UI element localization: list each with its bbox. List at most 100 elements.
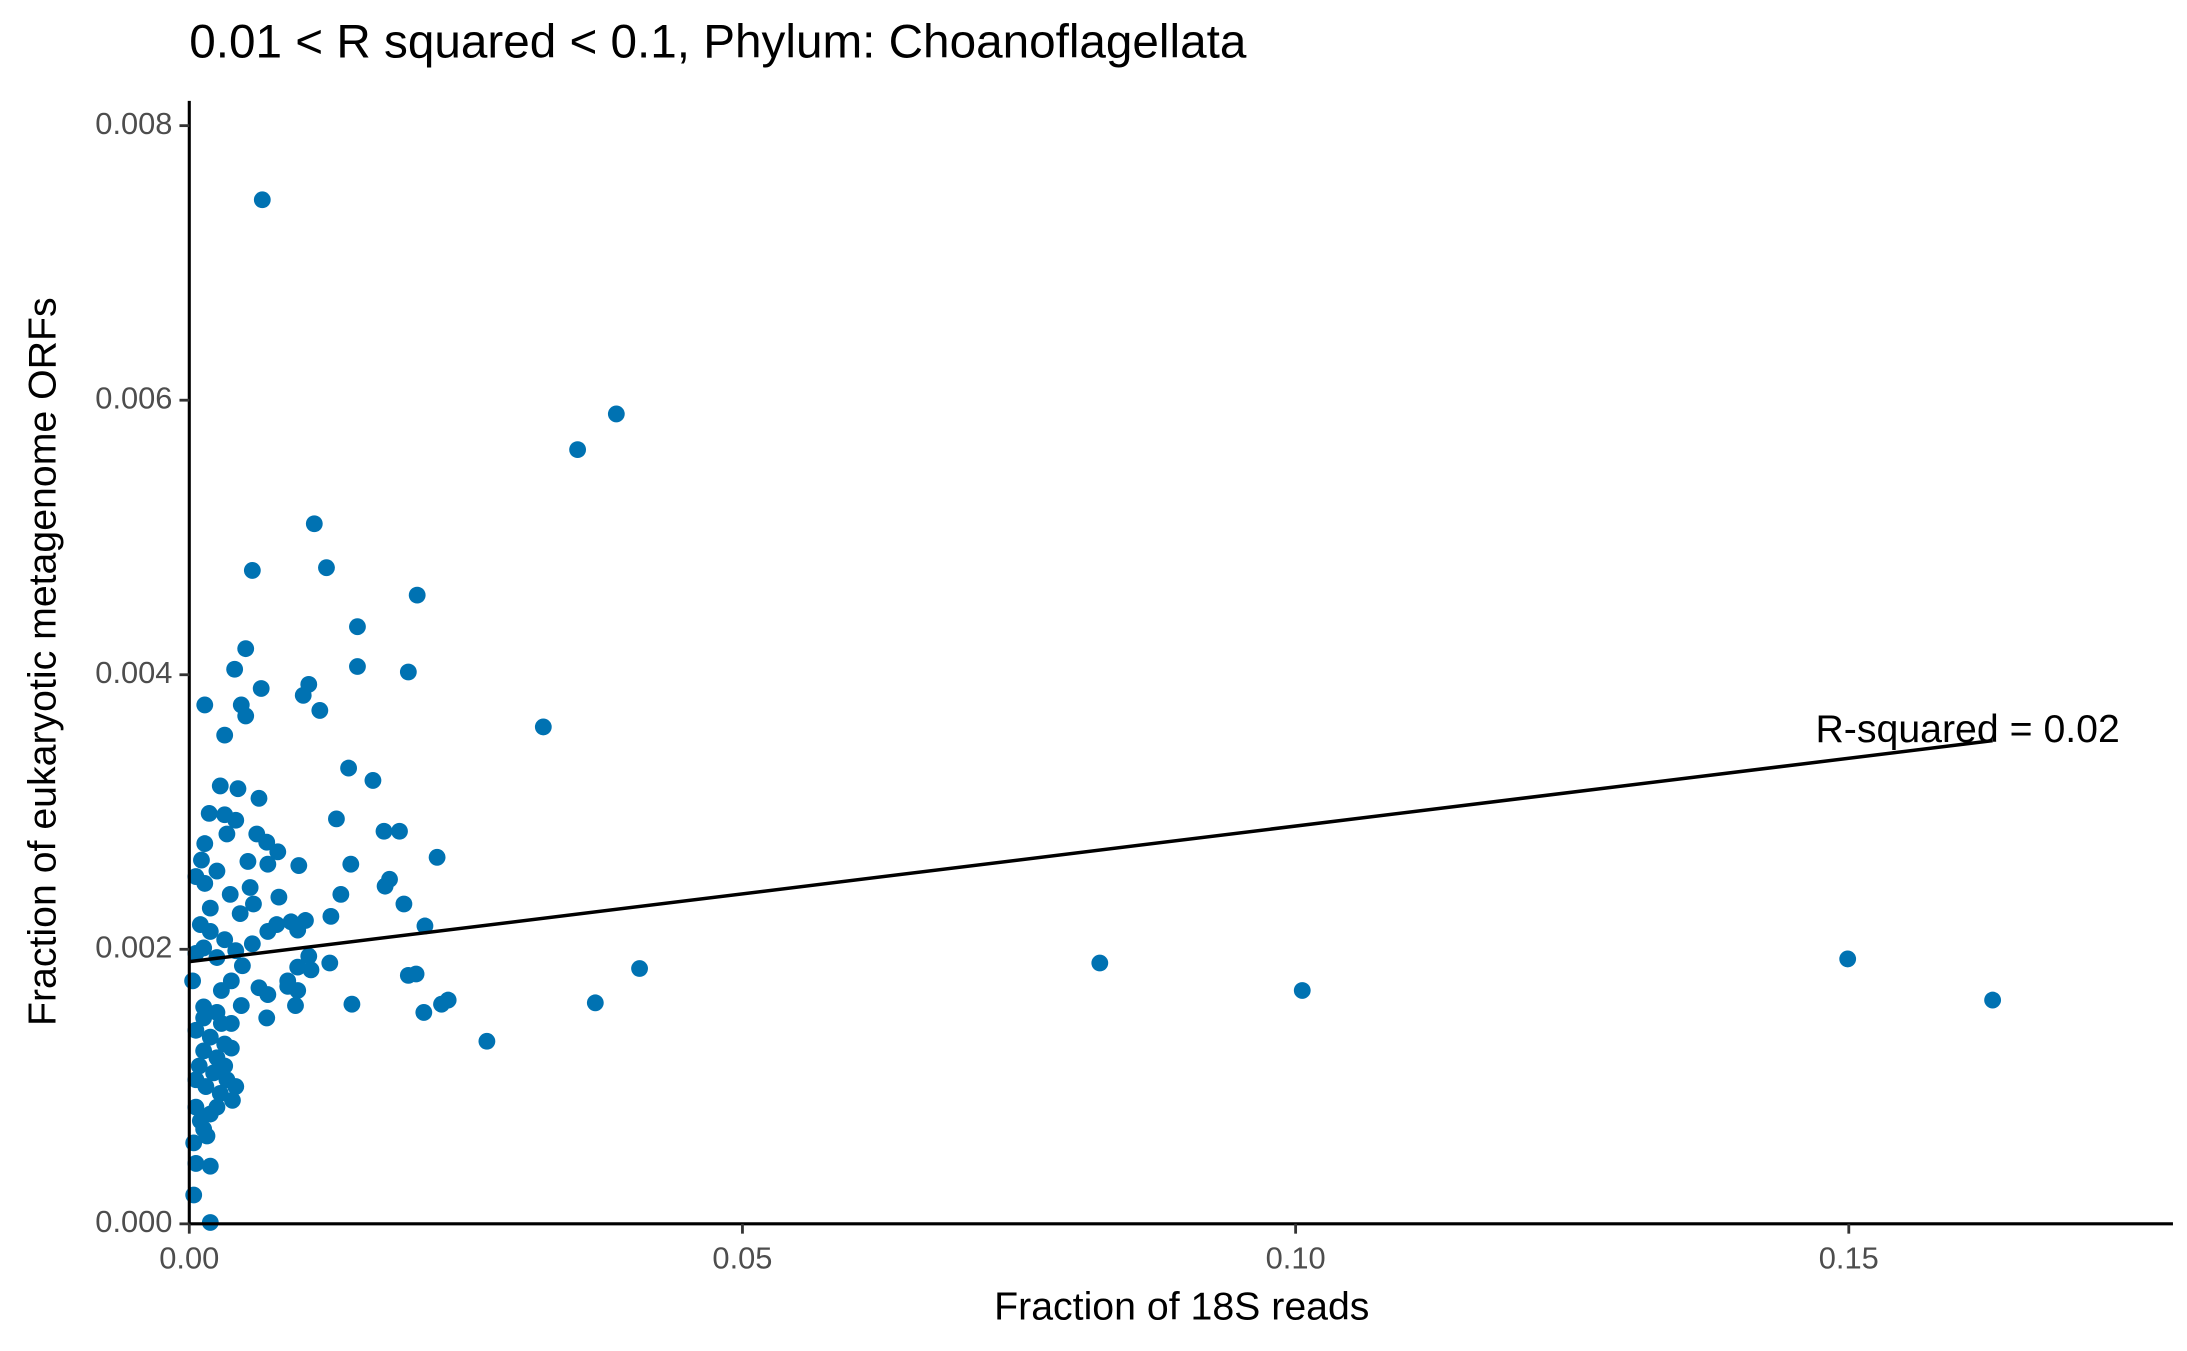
point xyxy=(222,1039,240,1057)
point xyxy=(191,1112,209,1130)
point xyxy=(478,1032,496,1050)
point xyxy=(1293,982,1311,999)
point xyxy=(233,957,251,975)
point xyxy=(322,907,340,925)
point xyxy=(318,559,335,577)
point xyxy=(569,441,587,459)
point xyxy=(229,780,247,798)
point xyxy=(1839,950,1857,968)
point xyxy=(187,1071,205,1089)
y-tick-label: 0.002 xyxy=(95,929,172,964)
x-tick-label: 0.15 xyxy=(1819,1240,1879,1275)
fit-line xyxy=(189,738,1993,964)
point xyxy=(195,1042,213,1060)
point xyxy=(190,1057,208,1075)
point xyxy=(212,982,230,999)
point xyxy=(245,895,262,913)
point xyxy=(343,995,361,1013)
point xyxy=(198,1127,216,1145)
point xyxy=(201,1157,219,1175)
y-axis-title: Fraction of eukaryotic metagenome ORFs xyxy=(20,297,64,1026)
point xyxy=(270,888,288,906)
point xyxy=(232,997,250,1014)
point xyxy=(415,1004,433,1021)
point xyxy=(376,877,394,895)
y-tick-label: 0.000 xyxy=(95,1204,172,1239)
point xyxy=(187,945,205,962)
point xyxy=(193,851,210,869)
point xyxy=(252,680,270,697)
point xyxy=(631,960,648,977)
point xyxy=(399,966,417,984)
point xyxy=(258,833,276,851)
point xyxy=(196,696,214,714)
point xyxy=(201,899,219,917)
point xyxy=(1984,991,2002,1009)
point xyxy=(534,718,552,736)
x-axis-title: Fraction of 18S reads xyxy=(994,1285,1369,1329)
x-tick-label: 0.05 xyxy=(712,1240,772,1275)
point xyxy=(395,895,413,913)
y-tick-label: 0.006 xyxy=(95,380,172,415)
point xyxy=(195,1009,213,1027)
point xyxy=(289,921,307,939)
x-tick-label: 0.00 xyxy=(159,1240,219,1275)
point xyxy=(216,726,234,744)
point xyxy=(239,853,257,870)
point xyxy=(237,640,255,658)
point xyxy=(237,707,255,725)
point xyxy=(321,954,339,972)
point xyxy=(375,822,393,840)
point xyxy=(196,874,214,892)
chart-title: 0.01 < R squared < 0.1, Phylum: Choanofl… xyxy=(189,15,1247,68)
point xyxy=(258,1009,276,1027)
point xyxy=(416,917,434,935)
point xyxy=(364,772,382,789)
point xyxy=(408,586,426,604)
point xyxy=(191,916,209,933)
point xyxy=(1091,954,1109,972)
point xyxy=(294,686,312,704)
point xyxy=(399,663,417,681)
point xyxy=(187,1155,205,1172)
x-tick-label: 0.10 xyxy=(1266,1240,1326,1275)
point xyxy=(208,1098,226,1116)
point xyxy=(253,191,271,209)
plot-area xyxy=(184,191,2002,1231)
point xyxy=(287,997,304,1014)
y-tick-label: 0.008 xyxy=(95,106,172,141)
point xyxy=(290,857,308,874)
point xyxy=(218,825,236,843)
point xyxy=(391,822,408,840)
point xyxy=(349,618,366,636)
annotation: R-squared = 0.02 xyxy=(1815,707,2119,751)
point xyxy=(269,843,287,861)
point xyxy=(208,862,226,880)
point xyxy=(216,931,234,949)
point xyxy=(187,1021,205,1039)
point xyxy=(224,1091,241,1109)
point xyxy=(227,1078,245,1095)
point xyxy=(305,515,323,533)
point xyxy=(216,1057,234,1075)
point xyxy=(226,660,244,678)
point xyxy=(250,789,268,807)
point xyxy=(428,848,446,866)
y-tick-label: 0.004 xyxy=(95,655,172,690)
point xyxy=(259,855,277,873)
point xyxy=(349,658,366,675)
point xyxy=(187,1098,205,1116)
point xyxy=(243,562,261,579)
point xyxy=(279,977,297,995)
point xyxy=(201,1028,219,1046)
point xyxy=(222,1015,240,1032)
point xyxy=(231,905,249,923)
point xyxy=(259,923,277,940)
point xyxy=(184,972,202,990)
point xyxy=(227,811,245,829)
point xyxy=(221,885,239,903)
point xyxy=(196,835,214,853)
point xyxy=(302,961,320,979)
